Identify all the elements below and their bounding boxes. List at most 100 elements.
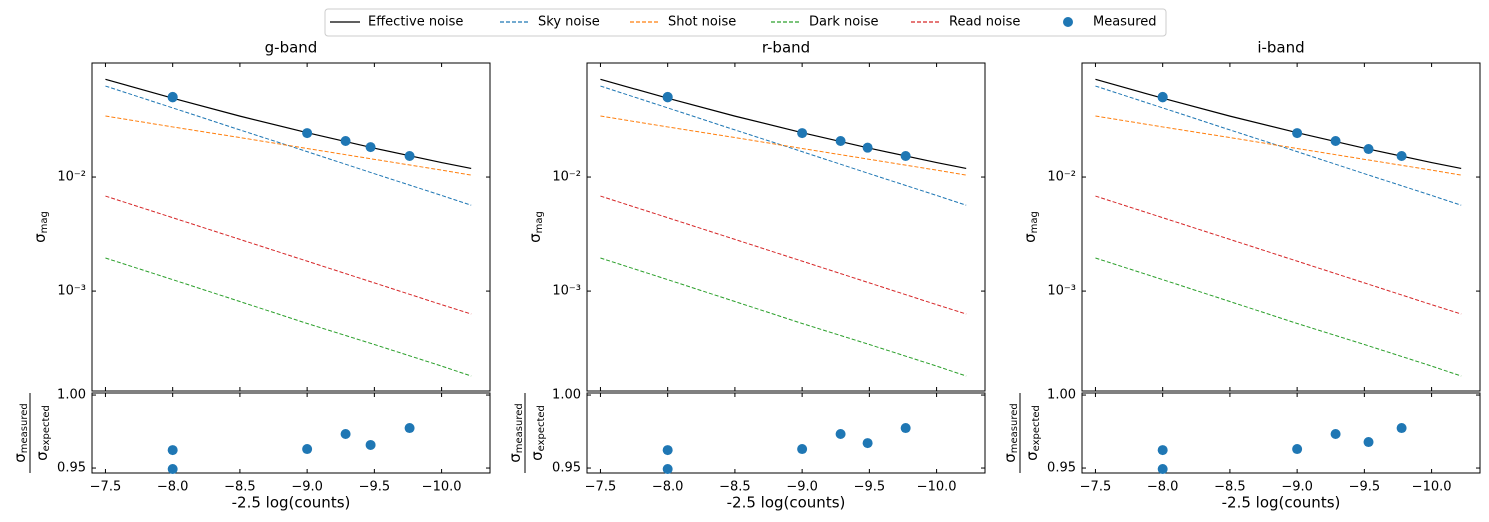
y-tick-label: 1.00	[552, 388, 581, 403]
ratio-point	[797, 444, 808, 455]
y-tick-label: 10⁻²	[552, 170, 581, 185]
x-tick-label: −8.5	[224, 480, 256, 495]
ratio-point	[1292, 444, 1303, 455]
x-tick-label: −9.0	[786, 480, 818, 495]
ratio-point	[835, 429, 846, 440]
noise-line	[600, 85, 967, 206]
measured-point	[365, 142, 376, 153]
measured-point	[862, 142, 873, 153]
y-axis-label: σmag	[31, 211, 51, 243]
noise-line	[600, 78, 967, 170]
x-tick-label: −9.5	[1349, 480, 1381, 495]
y-label-subscript: measured	[514, 403, 525, 453]
plot-area	[91, 62, 491, 392]
y-axis-label: σmag	[526, 211, 546, 243]
ratio-point	[862, 438, 873, 449]
x-tick-label: −8.0	[652, 480, 684, 495]
legend-label: Effective noise	[368, 15, 463, 30]
legend-label: Measured	[1093, 15, 1157, 30]
noise-line	[105, 195, 472, 315]
y-label-symbol: σ	[528, 451, 546, 461]
measured-point	[797, 128, 808, 139]
measured-point	[1396, 150, 1407, 161]
plot-area	[586, 392, 986, 474]
y-label-subscript: expected	[1031, 405, 1042, 451]
y-label-symbol: σ	[1023, 451, 1041, 461]
noise-line	[1095, 115, 1462, 176]
measured-point	[404, 150, 415, 161]
measured-point	[1292, 128, 1303, 139]
x-tick-label: −7.5	[1080, 480, 1112, 495]
legend-box	[324, 8, 1167, 37]
plot-area	[1081, 392, 1481, 474]
x-tick-label: −9.0	[291, 480, 323, 495]
x-tick-label: −10.0	[917, 480, 957, 495]
y-tick-label: 10⁻²	[1047, 170, 1076, 185]
x-tick-label: −7.5	[585, 480, 617, 495]
x-tick-label: −10.0	[1412, 480, 1452, 495]
ratio-point	[340, 429, 351, 440]
measured-point	[167, 92, 178, 103]
legend-marker	[1063, 17, 1073, 27]
y-label-symbol: σ	[506, 453, 524, 463]
ratio-point	[365, 439, 376, 450]
plot-area	[91, 392, 491, 474]
y-axis-label: σmag	[1021, 211, 1041, 243]
noise-line	[600, 115, 967, 176]
x-tick-label: −10.0	[422, 480, 462, 495]
ratio-point	[167, 445, 178, 456]
ratio-point	[302, 444, 313, 455]
legend-label: Shot noise	[668, 15, 736, 30]
noise-line	[105, 257, 472, 377]
panel-title: g-band	[265, 39, 318, 57]
x-tick-label: −8.5	[1214, 480, 1246, 495]
ratio-point	[900, 423, 911, 434]
y-tick-label: 0.95	[552, 461, 581, 476]
y-label-subscript: expected	[41, 405, 52, 451]
y-tick-label: 0.95	[1047, 461, 1076, 476]
x-axis-label: -2.5 log(counts)	[727, 494, 846, 512]
measured-point	[1157, 92, 1168, 103]
y-label-symbol: σ	[31, 233, 49, 243]
y-label-symbol: σ	[11, 453, 29, 463]
ratio-point	[167, 464, 178, 475]
y-tick-label: 10⁻³	[57, 284, 86, 299]
panel-title: i-band	[1257, 39, 1304, 57]
y-label-numerator: σmeasured	[11, 403, 31, 462]
legend-label: Dark noise	[809, 15, 879, 30]
ratio-point	[662, 464, 673, 475]
noise-line	[105, 85, 472, 206]
ratio-point	[1330, 429, 1341, 440]
measured-point	[1363, 144, 1374, 155]
x-axis-label: -2.5 log(counts)	[1222, 494, 1341, 512]
y-label-symbol: σ	[1021, 233, 1039, 243]
y-label-denominator: σexpected	[528, 405, 548, 461]
y-label-subscript: measured	[19, 403, 30, 453]
panel-title: r-band	[762, 39, 810, 57]
x-tick-label: −7.5	[90, 480, 122, 495]
y-tick-label: 10⁻³	[552, 284, 581, 299]
x-tick-label: −8.0	[1147, 480, 1179, 495]
y-tick-label: 10⁻³	[1047, 284, 1076, 299]
ratio-point	[404, 423, 415, 434]
y-label-subscript: expected	[536, 405, 547, 451]
legend-label: Sky noise	[538, 15, 600, 30]
measured-point	[302, 128, 313, 139]
x-tick-label: −9.5	[359, 480, 391, 495]
y-label-denominator: σexpected	[1023, 405, 1043, 461]
ratio-point	[1157, 464, 1168, 475]
x-tick-label: −9.5	[854, 480, 886, 495]
x-tick-label: −8.0	[157, 480, 189, 495]
ratio-point	[1396, 423, 1407, 434]
measured-point	[340, 136, 351, 147]
measured-point	[662, 92, 673, 103]
y-label-subscript: mag	[1029, 211, 1040, 233]
y-label-subscript: mag	[39, 211, 50, 233]
ratio-point	[1157, 445, 1168, 456]
plot-area	[1081, 62, 1481, 392]
noise-line	[105, 115, 472, 176]
